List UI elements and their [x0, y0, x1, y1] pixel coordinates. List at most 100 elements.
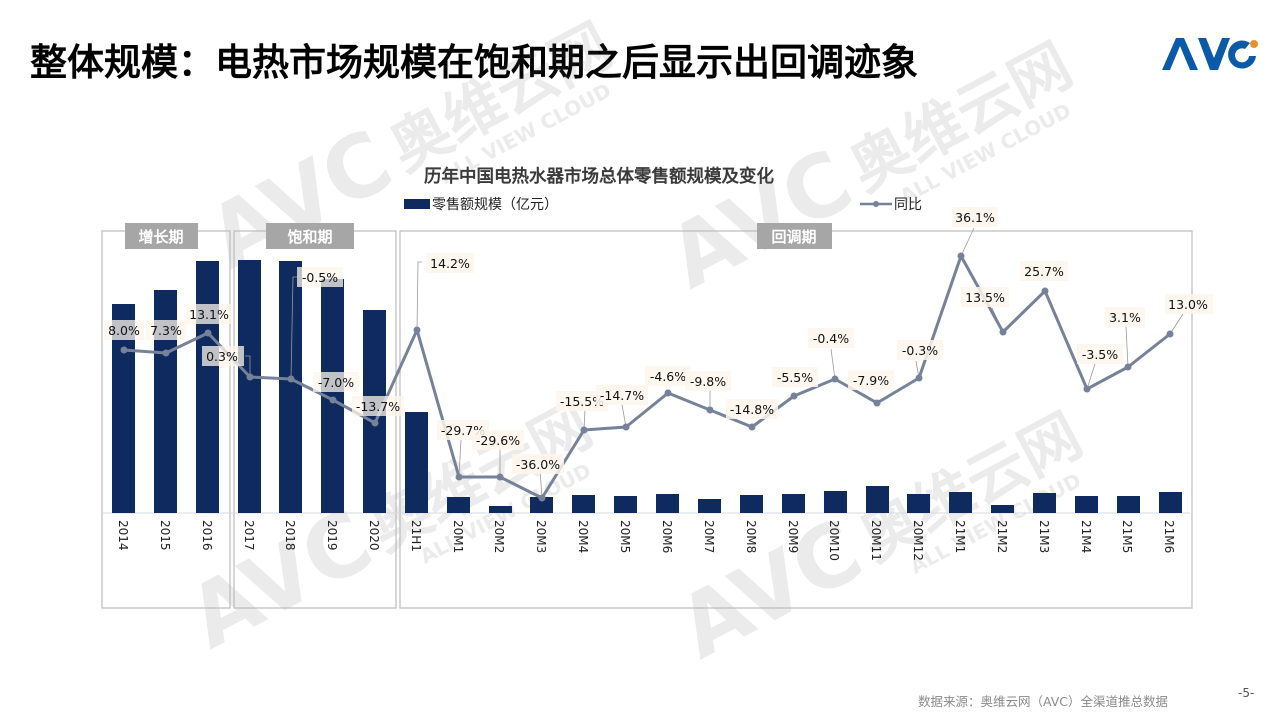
x-tick-label: 20M4 [576, 520, 590, 553]
legend-bar-series: 零售额规模（亿元） [404, 194, 558, 214]
phase-label-bg-saturation [266, 223, 354, 249]
x-tick-label: 20M7 [702, 520, 716, 553]
data-label: 0.3% [206, 349, 238, 364]
legend-bar-label: 零售额规模（亿元） [432, 197, 558, 213]
x-tick-label: 21M3 [1037, 520, 1051, 553]
bar [112, 304, 135, 513]
data-label: 36.1% [955, 210, 995, 225]
x-tick-label: 21M6 [1162, 520, 1176, 553]
x-tick-label: 21M4 [1079, 520, 1093, 553]
x-tick-label: 20M8 [744, 520, 758, 553]
svg-text:AVC: AVC [663, 501, 878, 679]
bar [991, 505, 1014, 513]
bar [949, 492, 972, 513]
x-tick-label: 2014 [116, 520, 130, 551]
phase-label-bg-growth [125, 223, 198, 249]
data-label: 13.1% [189, 307, 229, 322]
chart-title: 历年中国电热水器市场总体零售额规模及变化 [424, 167, 774, 187]
legend-line-series: 同比 [860, 194, 922, 214]
data-label: -36.0% [516, 457, 560, 472]
x-tick-label: 20M5 [618, 520, 632, 553]
bar [572, 495, 595, 513]
page-number: -5- [1238, 686, 1255, 700]
phase-label-correction: 回调期 [771, 228, 816, 246]
bar [782, 494, 805, 513]
data-label: -9.8% [690, 374, 726, 389]
data-label: -4.6% [650, 369, 686, 384]
svg-text:AVC: AVC [653, 131, 868, 309]
bar [698, 499, 721, 513]
bar [1075, 496, 1098, 513]
x-tick-label: 2017 [242, 520, 256, 551]
legend-line-label: 同比 [894, 197, 922, 213]
slide-title: 整体规模：电热市场规模在饱和期之后显示出回调迹象 [30, 41, 918, 84]
bar [279, 261, 302, 513]
legend-line-marker-icon [860, 201, 892, 207]
x-tick-label: 2015 [158, 520, 172, 551]
data-label: 13.0% [1168, 297, 1208, 312]
bar [1159, 492, 1182, 513]
legend-bar-swatch [404, 199, 430, 209]
bar [866, 486, 889, 513]
data-label: -3.5% [1082, 347, 1118, 362]
bar [405, 412, 428, 513]
bar [907, 494, 930, 513]
x-tick-label: 21M5 [1120, 520, 1134, 553]
x-tick-label: 21M1 [953, 520, 967, 553]
data-source-note: 数据来源：奥维云网（AVC）全渠道推总数据 [918, 694, 1169, 709]
data-label: -15.5% [560, 394, 604, 409]
bar [154, 290, 177, 513]
x-tick-label: 20M6 [660, 520, 674, 553]
svg-text:AVC: AVC [173, 491, 388, 669]
x-tick-label: 2020 [367, 520, 381, 551]
data-label: -7.0% [318, 375, 354, 390]
data-label: 7.3% [150, 323, 182, 338]
bar [740, 495, 763, 513]
x-tick-label: 21H1 [409, 520, 423, 552]
bar [196, 261, 219, 513]
avc-logo-icon [1162, 38, 1258, 70]
bar [321, 279, 344, 513]
bar [238, 260, 261, 513]
bar [1117, 496, 1140, 513]
data-label: -0.3% [902, 343, 938, 358]
watermark: AVC 奥维云网 ALL VIEW CLOUD AVC 奥维云网 ALL VIE… [173, 10, 1093, 679]
data-label: -29.6% [476, 433, 520, 448]
data-label: 14.2% [430, 256, 470, 271]
data-label: -14.7% [600, 388, 644, 403]
x-tick-label: 20M9 [786, 520, 800, 553]
data-label: 8.0% [108, 323, 140, 338]
data-label: 3.1% [1109, 310, 1141, 325]
phase-label-saturation: 饱和期 [287, 228, 332, 246]
x-tick-label: 2019 [325, 520, 339, 551]
data-label: 13.5% [965, 290, 1005, 305]
bar [447, 497, 470, 513]
x-tick-label: 20M11 [869, 520, 883, 561]
data-label: -7.9% [853, 373, 889, 388]
yoy-markers [120, 252, 1174, 502]
yoy-line [123, 254, 1171, 500]
data-label: -13.7% [356, 399, 400, 414]
bar [656, 494, 679, 513]
data-label: -14.8% [730, 402, 774, 417]
phase-label-bg-correction [757, 223, 832, 249]
data-label: -0.5% [302, 270, 338, 285]
x-tick-label: 20M1 [451, 520, 465, 553]
bar [1033, 493, 1056, 513]
yoy-data-labels: 8.0% 7.3% 13.1% 0.3% -0.5% -7.0% -13.7% … [104, 207, 1213, 474]
bar [614, 496, 637, 513]
x-tick-label: 2018 [283, 520, 297, 551]
data-label: -5.5% [777, 370, 813, 385]
bar [489, 506, 512, 513]
bar [530, 497, 553, 513]
x-axis-labels: 2014 2015 2016 2017 2018 2019 2020 21H1 … [116, 520, 1176, 561]
x-tick-label: 21M2 [995, 520, 1009, 553]
x-tick-label: 2016 [200, 520, 214, 551]
data-label: 25.7% [1024, 264, 1064, 279]
x-tick-label: 20M12 [911, 520, 925, 561]
phase-label-growth: 增长期 [138, 228, 183, 246]
x-tick-label: 20M3 [534, 520, 548, 553]
bar [824, 491, 847, 513]
data-label: -0.4% [813, 331, 849, 346]
